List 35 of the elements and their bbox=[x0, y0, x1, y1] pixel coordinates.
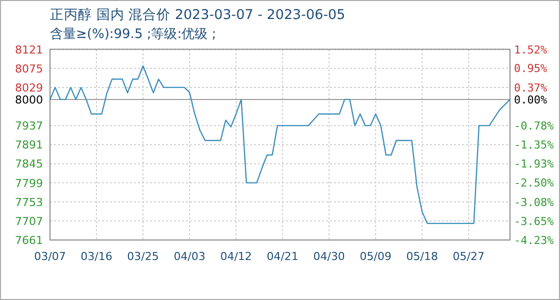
x-tick-label: 04/03 bbox=[174, 250, 206, 263]
y2-tick-label: 0.37% bbox=[514, 81, 548, 94]
y-tick-label: 7891 bbox=[15, 138, 43, 152]
y2-tick-label: 1.52% bbox=[514, 43, 548, 56]
chart-title: 正丙醇 国内 混合价 2023-03-07 - 2023-06-05 bbox=[50, 7, 346, 23]
x-tick-label: 04/30 bbox=[313, 250, 345, 263]
x-tick-label: 04/12 bbox=[220, 250, 252, 263]
y-tick-label: 8000 bbox=[15, 93, 43, 106]
y-tick-label: 7661 bbox=[15, 234, 43, 247]
x-tick-label: 04/21 bbox=[266, 250, 298, 263]
y2-tick-label: -4.23% bbox=[514, 234, 554, 247]
y2-tick-label: -1.35% bbox=[514, 138, 554, 152]
y-tick-label: 8029 bbox=[15, 81, 43, 94]
y-tick-label: 7799 bbox=[15, 176, 43, 190]
chart-subtitle: 含量≥(%):99.5 ;等级:优级 ; bbox=[50, 27, 216, 42]
y-tick-label: 8121 bbox=[15, 43, 43, 56]
y2-tick-label: -1.93% bbox=[514, 158, 554, 171]
x-tick-label: 03/16 bbox=[80, 250, 112, 263]
y-tick-label: 7753 bbox=[15, 196, 43, 209]
x-tick-label: 05/09 bbox=[360, 250, 392, 263]
y2-tick-label: -0.78% bbox=[514, 120, 554, 133]
x-tick-label: 03/07 bbox=[34, 250, 66, 263]
y-tick-label: 7937 bbox=[15, 120, 43, 133]
y2-tick-label: -3.65% bbox=[514, 214, 554, 228]
y2-tick-label: 0.00% bbox=[514, 94, 548, 107]
y-tick-label: 7845 bbox=[15, 158, 43, 171]
y2-tick-label: 0.95% bbox=[514, 62, 548, 76]
x-tick-label: 03/25 bbox=[127, 250, 159, 263]
x-tick-label: 05/27 bbox=[452, 250, 485, 263]
line-series bbox=[49, 65, 511, 224]
y-tick-label: 7707 bbox=[15, 214, 43, 228]
y2-tick-label: -3.08% bbox=[514, 196, 554, 209]
x-tick-label: 05/18 bbox=[406, 250, 438, 263]
y2-tick-label: -2.50% bbox=[514, 176, 554, 190]
y-tick-label: 8075 bbox=[15, 62, 43, 76]
